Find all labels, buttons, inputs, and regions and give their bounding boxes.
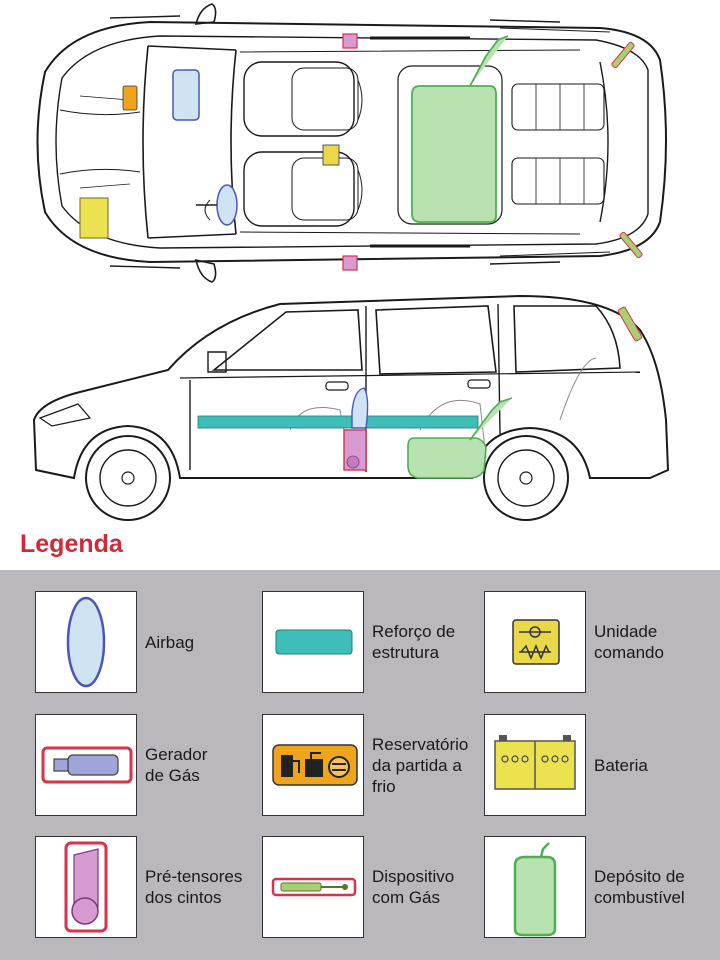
car-side-view xyxy=(32,294,670,521)
side-view-components xyxy=(197,306,643,479)
vehicle-rescue-diagram xyxy=(32,3,670,521)
pretensioner-marker xyxy=(342,255,358,271)
battery-icon xyxy=(484,714,586,816)
legend-item-cold-start-reservoir: Reservatório da partida a frio xyxy=(262,714,488,819)
pretensioner-marker xyxy=(346,455,360,469)
fuel-tank-marker xyxy=(411,35,509,223)
legend-item-fuel-tank: Depósito de combustível xyxy=(484,836,710,941)
pretensioner-marker xyxy=(342,33,358,49)
legend-label: Pré-tensores dos cintos xyxy=(145,867,243,907)
legend-item-gas-device: Dispositivo com Gás xyxy=(262,836,488,941)
fuel-tank-icon xyxy=(484,836,586,938)
legend-label: Unidade comando xyxy=(594,622,664,662)
battery-marker xyxy=(79,197,109,239)
gas-device-marker xyxy=(617,306,643,342)
legend-item-structure-reinforcement: Reforço de estrutura xyxy=(262,591,488,696)
legend-label: Airbag xyxy=(145,632,195,652)
cold-start-reservoir-icon xyxy=(262,714,364,816)
control-unit-marker xyxy=(322,144,340,166)
gas-generator-icon xyxy=(35,714,137,816)
control-unit-icon xyxy=(484,591,586,693)
airbag-icon xyxy=(35,591,137,693)
structure-reinforcement-marker xyxy=(197,415,479,429)
legend-item-belt-pretensioner: Pré-tensores dos cintos xyxy=(35,836,261,941)
legend-label: Reservatório da partida a frio xyxy=(372,734,469,796)
cold-start-marker xyxy=(122,85,138,111)
gas-device-marker xyxy=(611,41,635,69)
legend-title: Legenda xyxy=(20,530,123,558)
legend-label: Depósito de combustível xyxy=(594,867,685,907)
airbag-marker xyxy=(172,69,200,121)
top-view-components xyxy=(79,33,643,271)
fuel-tank-marker xyxy=(407,397,513,479)
structure-reinforcement-icon xyxy=(262,591,364,693)
gas-device-marker xyxy=(619,231,643,259)
car-top-view xyxy=(36,3,667,283)
legend-label: Reforço de estrutura xyxy=(372,622,456,662)
legend-panel: Airbag Reforço de estrutura Unidade coma… xyxy=(0,570,720,960)
legend-item-control-unit: Unidade comando xyxy=(484,591,710,696)
gas-device-icon xyxy=(262,836,364,938)
belt-pretensioner-icon xyxy=(35,836,137,938)
legend-item-airbag: Airbag xyxy=(35,591,261,696)
legend-label: Gerador de Gás xyxy=(145,745,208,785)
airbag-marker xyxy=(216,184,238,226)
legend-label: Dispositivo com Gás xyxy=(372,867,455,907)
airbag-marker xyxy=(351,387,369,429)
legend-item-battery: Bateria xyxy=(484,714,710,819)
legend-label: Bateria xyxy=(594,755,648,775)
legend-item-gas-generator: Gerador de Gás xyxy=(35,714,261,819)
